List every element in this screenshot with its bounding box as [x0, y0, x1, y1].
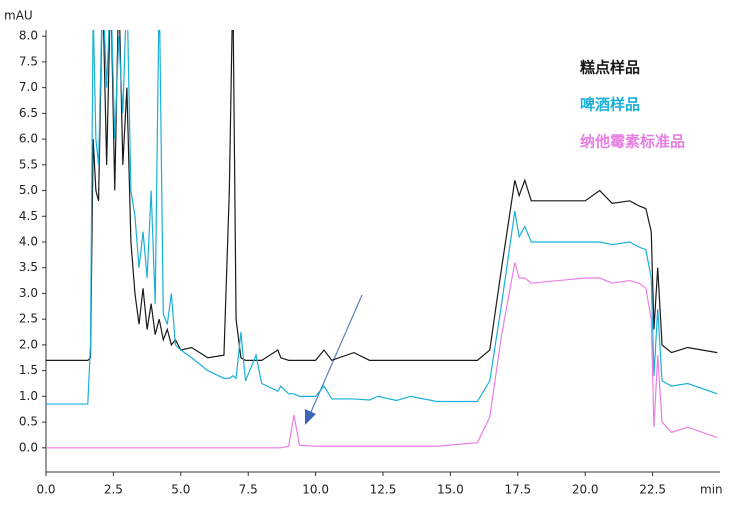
y-tick-label: 4.5	[19, 209, 38, 223]
y-tick-label: 5.0	[19, 183, 38, 197]
y-tick-label: 7.0	[19, 80, 38, 94]
x-tick-label: 5.0	[171, 483, 190, 497]
x-tick-label: 2.5	[104, 483, 123, 497]
y-tick-label: 3.0	[19, 286, 38, 300]
x-tick-label: 22.5	[639, 483, 666, 497]
series-line	[46, 30, 718, 405]
x-axis-label: min	[700, 483, 723, 497]
y-tick-label: 1.0	[19, 389, 38, 403]
y-tick-label: 1.5	[19, 363, 38, 377]
x-tick-label: 7.5	[239, 483, 258, 497]
y-tick-label: 0.5	[19, 415, 38, 429]
y-tick-label: 4.0	[19, 234, 38, 248]
x-tick-label: 15.0	[437, 483, 464, 497]
y-tick-label: 3.5	[19, 260, 38, 274]
plot-area	[46, 30, 718, 449]
x-tick-label: 12.5	[370, 483, 397, 497]
series-line	[46, 262, 718, 449]
y-tick-label: 8.0	[19, 29, 38, 43]
y-tick-label: 2.5	[19, 312, 38, 326]
legend-entry: 糕点样品	[580, 59, 640, 77]
y-tick-label: 6.5	[19, 106, 38, 120]
x-tick-label: 0.0	[36, 483, 55, 497]
y-tick-label: 6.0	[19, 132, 38, 146]
legend-entry: 啤酒样品	[580, 96, 640, 114]
x-tick-label: 20.0	[572, 483, 599, 497]
legend-entry: 纳他霉素标准品	[580, 133, 685, 151]
y-tick-label: 2.0	[19, 337, 38, 351]
x-tick-label: 10.0	[302, 483, 329, 497]
y-axis-label: mAU	[4, 9, 33, 23]
y-tick-label: 5.5	[19, 157, 38, 171]
y-tick-label: 7.5	[19, 54, 38, 68]
y-tick-label: 0.0	[19, 440, 38, 454]
series-line	[46, 30, 718, 362]
x-tick-label: 17.5	[504, 483, 531, 497]
